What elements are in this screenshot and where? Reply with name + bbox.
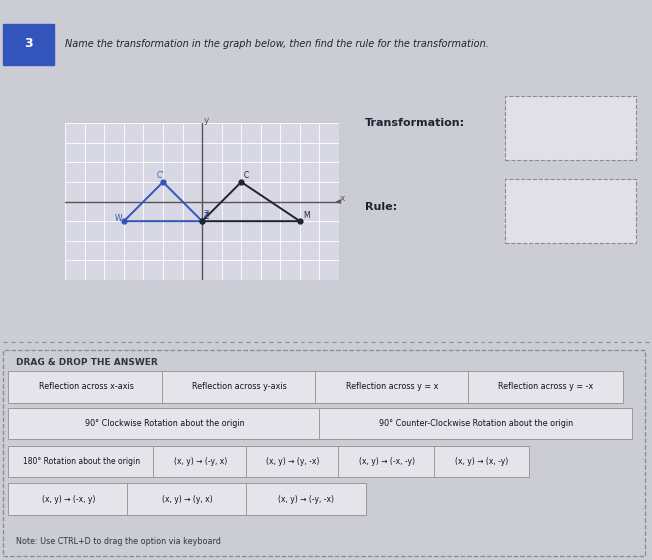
FancyBboxPatch shape: [3, 25, 54, 66]
FancyBboxPatch shape: [434, 446, 529, 477]
Text: Z: Z: [204, 212, 209, 221]
Text: (x, y) → (-y, -x): (x, y) → (-y, -x): [278, 494, 334, 503]
FancyBboxPatch shape: [319, 408, 632, 439]
Text: y: y: [203, 116, 209, 125]
FancyBboxPatch shape: [246, 446, 340, 477]
Text: (x, y) → (-y, x): (x, y) → (-y, x): [174, 457, 227, 466]
Text: DRAG & DROP THE ANSWER: DRAG & DROP THE ANSWER: [16, 358, 158, 367]
Text: Note: Use CTRL+D to drag the option via keyboard: Note: Use CTRL+D to drag the option via …: [16, 537, 221, 546]
FancyBboxPatch shape: [162, 371, 317, 403]
FancyBboxPatch shape: [127, 483, 248, 515]
Text: Reflection across y = x: Reflection across y = x: [346, 382, 439, 391]
FancyBboxPatch shape: [315, 371, 470, 403]
Text: C': C': [156, 171, 164, 180]
Text: 180° Rotation about the origin: 180° Rotation about the origin: [23, 457, 140, 466]
FancyBboxPatch shape: [8, 446, 155, 477]
Text: Reflection across x-axis: Reflection across x-axis: [38, 382, 134, 391]
FancyBboxPatch shape: [8, 371, 164, 403]
FancyBboxPatch shape: [8, 483, 129, 515]
Text: (x, y) → (y, -x): (x, y) → (y, -x): [267, 457, 319, 466]
Text: (x, y) → (-x, y): (x, y) → (-x, y): [42, 494, 95, 503]
Text: (x, y) → (x, -y): (x, y) → (x, -y): [455, 457, 508, 466]
FancyBboxPatch shape: [246, 483, 366, 515]
Text: Z: Z: [204, 210, 209, 220]
Text: Name the transformation in the graph below, then find the rule for the transform: Name the transformation in the graph bel…: [65, 39, 489, 49]
FancyBboxPatch shape: [8, 408, 321, 439]
Text: 3: 3: [24, 37, 33, 50]
Text: Reflection across y-axis: Reflection across y-axis: [192, 382, 287, 391]
Text: Rule:: Rule:: [365, 202, 397, 212]
Text: x: x: [339, 194, 345, 203]
FancyBboxPatch shape: [505, 96, 636, 160]
Text: 90° Clockwise Rotation about the origin: 90° Clockwise Rotation about the origin: [85, 419, 244, 428]
Text: (x, y) → (-x, -y): (x, y) → (-x, -y): [359, 457, 415, 466]
Text: C: C: [243, 171, 248, 180]
Text: (x, y) → (y, x): (x, y) → (y, x): [162, 494, 213, 503]
Text: 90° Counter-Clockwise Rotation about the origin: 90° Counter-Clockwise Rotation about the…: [379, 419, 573, 428]
FancyBboxPatch shape: [505, 179, 636, 244]
FancyBboxPatch shape: [338, 446, 436, 477]
FancyBboxPatch shape: [468, 371, 623, 403]
FancyBboxPatch shape: [153, 446, 248, 477]
Text: Reflection across y = -x: Reflection across y = -x: [498, 382, 593, 391]
Text: M: M: [303, 211, 310, 220]
Text: W: W: [115, 214, 123, 223]
Text: Transformation:: Transformation:: [365, 118, 466, 128]
